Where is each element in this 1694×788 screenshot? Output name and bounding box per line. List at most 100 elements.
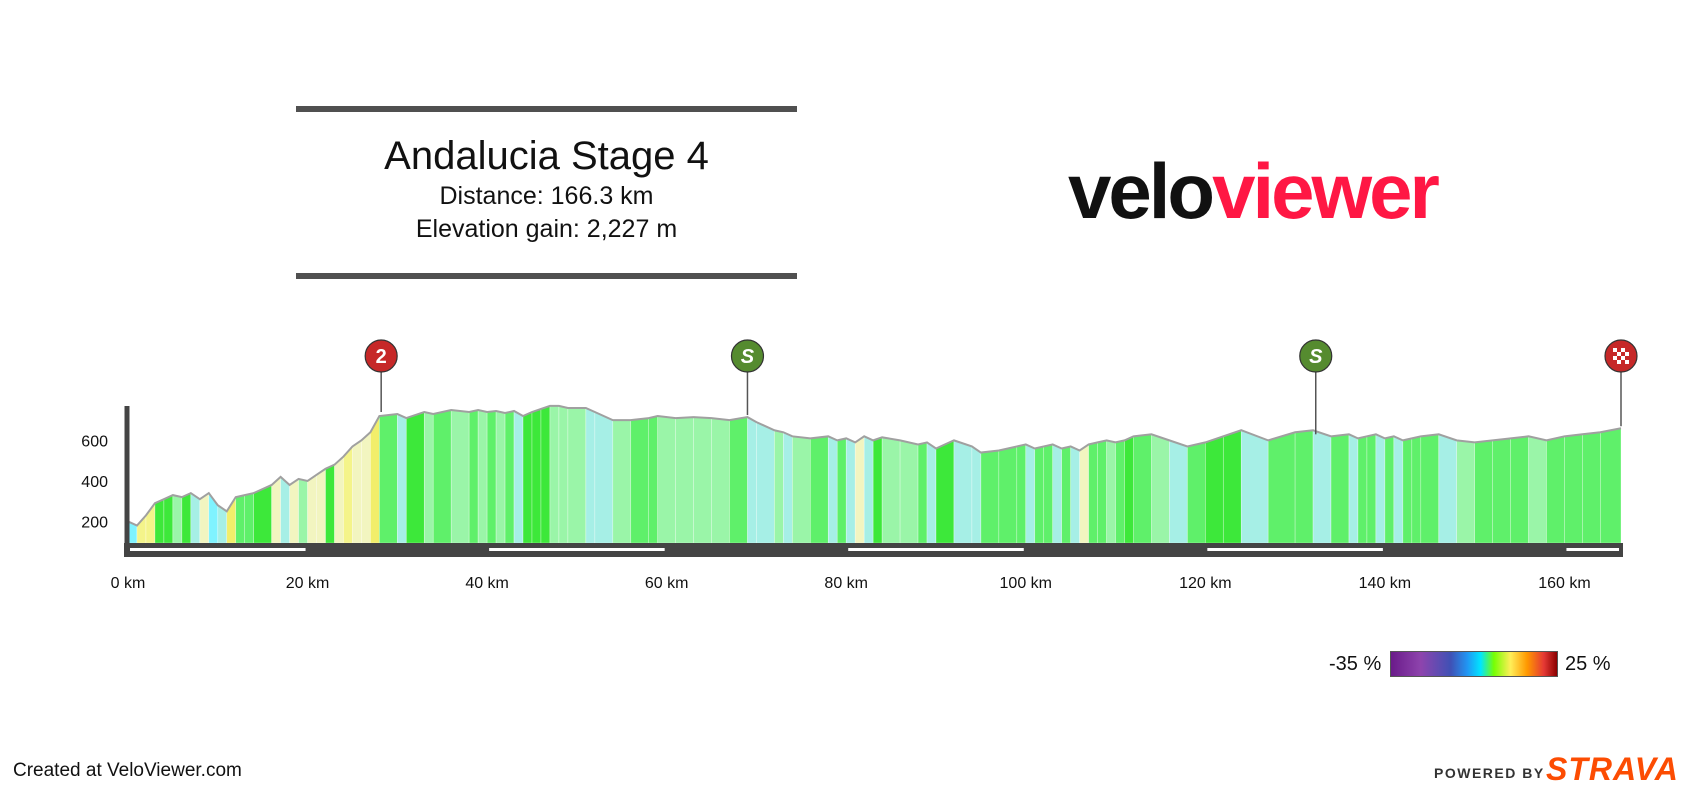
x-tick-label: 40 km bbox=[465, 575, 509, 592]
gradient-segment bbox=[271, 476, 281, 544]
checker-square bbox=[1621, 356, 1625, 360]
scale-bar-segment bbox=[848, 548, 1024, 551]
x-tick-label: 100 km bbox=[1000, 575, 1052, 592]
sprint-marker-circle bbox=[730, 339, 765, 373]
gradient-segment bbox=[953, 439, 973, 544]
y-tick-labels: 200 400 600 bbox=[81, 433, 108, 531]
gradient-segment bbox=[926, 441, 937, 544]
gradient-segment bbox=[711, 417, 730, 544]
gradient-segment bbox=[1366, 433, 1377, 544]
profile-outline bbox=[127, 404, 1622, 527]
gradient-segment bbox=[154, 498, 165, 544]
gradient-segment bbox=[1034, 446, 1045, 544]
gradient-segment bbox=[827, 435, 838, 544]
gradient-segment bbox=[1312, 429, 1332, 544]
gradient-segment bbox=[630, 417, 650, 544]
gradient-segment bbox=[1070, 445, 1080, 544]
gradient-segment bbox=[1393, 435, 1404, 544]
gradient-segment bbox=[540, 405, 551, 544]
gradient-segment bbox=[1474, 440, 1493, 544]
x-tick-label: 140 km bbox=[1359, 575, 1411, 592]
gradient-segment bbox=[980, 450, 1000, 544]
kom-marker-circle bbox=[364, 339, 398, 373]
elevation-profile-chart: 200 400 600 0 km 20 km 40 km 60 km 80 km 100 km… bbox=[81, 339, 1638, 592]
gradient-segment bbox=[172, 494, 183, 544]
gradient-segment bbox=[1357, 435, 1368, 544]
gradient-segment bbox=[334, 455, 344, 544]
gradient-segment bbox=[1564, 433, 1583, 544]
gradient-segment bbox=[190, 492, 201, 544]
gradient-segment bbox=[504, 410, 515, 544]
gradient-segment bbox=[468, 409, 479, 544]
gradient-segment bbox=[1330, 433, 1350, 544]
stage-title: Andalucia Stage 4 bbox=[384, 134, 709, 178]
gradient-segment bbox=[253, 484, 272, 544]
gradient-segment bbox=[1061, 446, 1071, 544]
finish-marker bbox=[1604, 339, 1638, 373]
gradient-segment bbox=[756, 421, 775, 544]
gradient-segment bbox=[1025, 443, 1036, 544]
checker-square bbox=[1625, 352, 1629, 356]
gradient-segment bbox=[1205, 435, 1224, 544]
gradient-segment bbox=[657, 415, 676, 544]
sprint-marker-label: S bbox=[1309, 346, 1323, 368]
gradient-segment bbox=[558, 405, 569, 544]
gradient-segment bbox=[594, 411, 614, 544]
x-tick-label: 80 km bbox=[824, 575, 868, 592]
legend-min-label: -35 % bbox=[1329, 653, 1382, 675]
strava-logo: STRAVA bbox=[1546, 751, 1679, 787]
gradient-segment bbox=[567, 407, 587, 544]
gradient-segment bbox=[181, 492, 192, 544]
gradient-segment bbox=[836, 437, 847, 544]
gradient-segment bbox=[244, 492, 254, 544]
gradient-segment bbox=[477, 409, 488, 544]
x-tick-label: 120 km bbox=[1179, 575, 1231, 592]
powered-by-label: POWERED BY bbox=[1434, 765, 1545, 781]
scale-bar-segment bbox=[1566, 548, 1619, 551]
gradient-segment bbox=[1420, 433, 1440, 544]
sprint-marker-circle bbox=[1299, 339, 1333, 373]
gradient-segment bbox=[513, 410, 524, 544]
gradient-segment bbox=[379, 413, 398, 544]
x-tick-label: 0 km bbox=[111, 575, 146, 592]
gradient-segment bbox=[289, 478, 299, 544]
logo-viewer: viewer bbox=[1212, 147, 1440, 235]
gradient-segment bbox=[1240, 429, 1269, 544]
x-tick-label: 20 km bbox=[286, 575, 330, 592]
gradient-segment bbox=[397, 413, 407, 544]
gradient-segment bbox=[585, 407, 596, 544]
gradient-segment bbox=[549, 405, 560, 544]
gradient-legend: -35 % 25 % bbox=[1320, 650, 1620, 680]
gradient-segment bbox=[675, 416, 694, 544]
gradient-segment bbox=[998, 446, 1018, 544]
gradient-segment bbox=[450, 409, 470, 544]
gradient-segment bbox=[1546, 435, 1565, 544]
scale-bar-segment bbox=[489, 548, 665, 551]
gradient-segment bbox=[522, 411, 533, 544]
x-tick-label: 160 km bbox=[1538, 575, 1590, 592]
gradient-segment bbox=[316, 468, 326, 544]
created-at-link[interactable]: Created at VeloViewer.com bbox=[13, 760, 242, 781]
title-box: Andalucia Stage 4 Distance: 166.3 km Ele… bbox=[296, 106, 797, 280]
gradient-segment bbox=[792, 435, 811, 544]
gradient-segment bbox=[235, 494, 246, 544]
powered-by-strava[interactable]: POWERED BY STRAVA bbox=[1434, 751, 1684, 787]
gradient-segment bbox=[1097, 440, 1107, 544]
gradient-segment bbox=[343, 445, 353, 544]
sprint-marker-label: S bbox=[741, 346, 755, 368]
gradient-segment bbox=[352, 439, 362, 544]
y-tick-label: 400 bbox=[81, 474, 108, 491]
gradient-segment bbox=[971, 445, 982, 544]
gradient-segment bbox=[163, 494, 174, 544]
title-rule-top bbox=[296, 106, 797, 112]
gradient-segment bbox=[1456, 440, 1475, 544]
y-tick-label: 600 bbox=[81, 433, 108, 450]
route-markers: 2 S S bbox=[364, 339, 1638, 435]
checker-square bbox=[1617, 352, 1621, 356]
gradient-segment bbox=[1079, 443, 1089, 544]
gradient-segment bbox=[370, 414, 380, 544]
gradient-segment bbox=[1151, 433, 1170, 544]
checker-square bbox=[1613, 356, 1617, 360]
gradient-segment bbox=[1052, 443, 1062, 544]
veloviewer-logo[interactable]: veloviewer bbox=[1068, 148, 1440, 234]
